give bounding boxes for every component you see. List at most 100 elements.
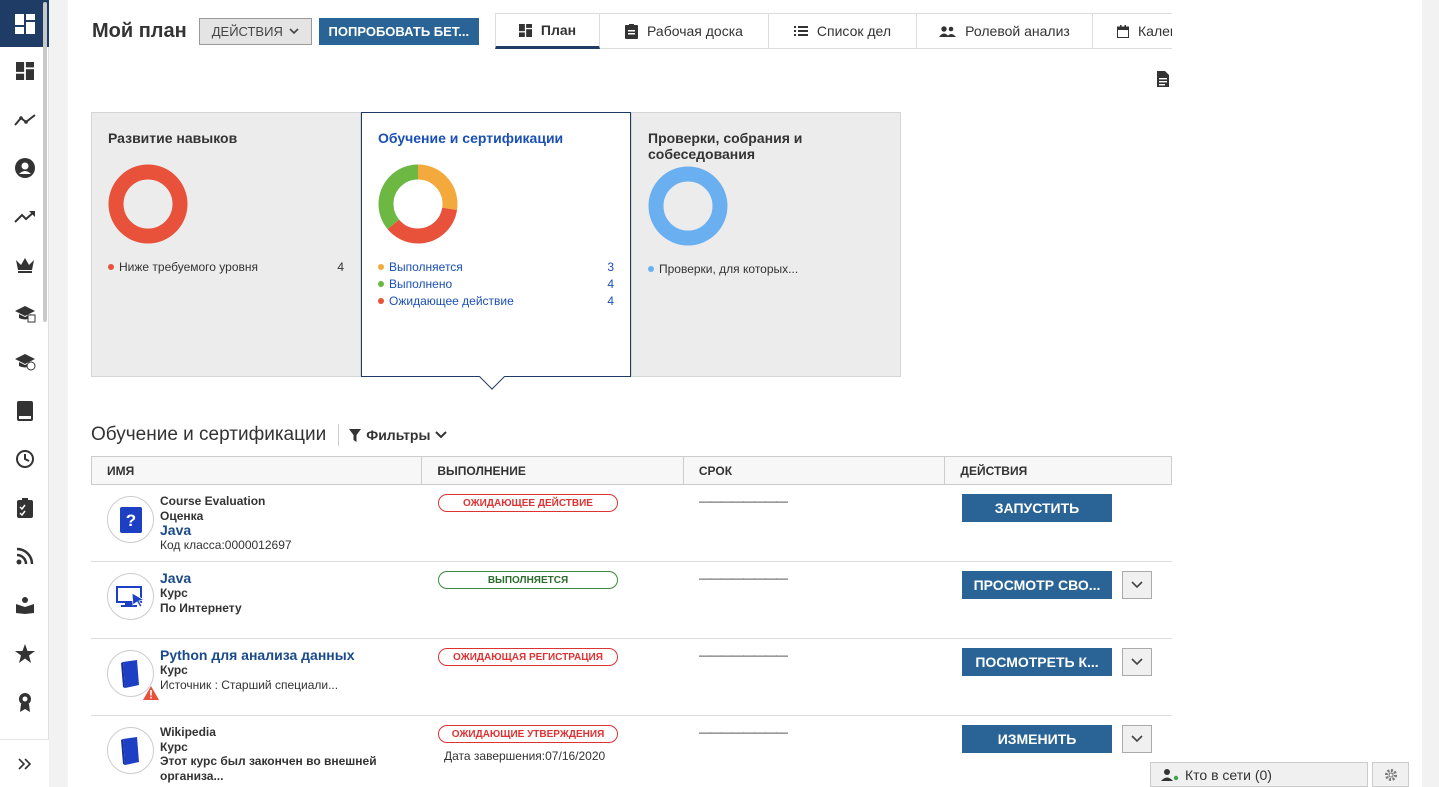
crown-icon[interactable] [0,241,49,290]
column-header-actions: ДЕЙСТВИЯ [960,463,1028,478]
card-title: Развитие навыков [108,130,238,146]
column-header-progress[interactable]: ВЫПОЛНЕНИЕ [422,457,684,484]
legend-label: Выполнено [389,276,453,291]
chevron-down-icon [435,431,448,439]
rss-feed-icon[interactable] [0,532,49,581]
status-badge: ОЖИДАЮЩАЯ РЕГИСТРАЦИЯ [438,648,618,666]
tab-plan[interactable]: План [495,13,600,49]
item-info: Wikipedia Курс Этот курс был закончен во… [160,725,380,787]
filters-button[interactable]: Фильтры [349,427,448,443]
item-link[interactable]: Java [160,570,192,586]
donut-chart [108,164,188,244]
book-icon [120,736,139,765]
legend-label: Выполняется [389,259,463,274]
badge-icon[interactable] [0,678,49,727]
view-course-button[interactable]: ПОСМОТРЕТЬ К... [962,648,1112,676]
home-dashboard-icon[interactable] [0,0,49,47]
card-title: Проверки, собрания и собеседования [648,130,803,162]
filters-label: Фильтры [366,427,431,443]
people-icon [939,25,957,37]
chat-settings-button[interactable] [1372,762,1409,787]
due-date: ———————— [699,494,788,508]
view-summary-button[interactable]: ПРОСМОТР СВО... [962,571,1112,599]
checklist-icon[interactable] [0,484,49,533]
tab-todo-list[interactable]: Список дел [769,13,917,49]
item-link[interactable]: Java [160,522,192,538]
section-title: Обучение и сертификации [91,424,340,446]
legend-count: 3 [607,259,614,274]
actions-cell: ИЗМЕНИТЬ [946,716,1172,787]
tab-workboard[interactable]: Рабочая доска [600,13,769,49]
item-link[interactable]: Python для анализа данных [160,647,355,663]
main-panel: Мой план ДЕЙСТВИЯ ПОПРОБОВАТЬ БЕТ... Пла… [68,0,1422,787]
legend-dot [378,297,384,304]
expand-rail-icon[interactable] [0,739,49,787]
more-actions-button[interactable] [1122,571,1152,599]
warning-icon [143,686,159,700]
due-cell: ———————— [684,485,946,561]
legend-dot [108,263,114,270]
dashboard-icon [518,23,532,37]
trending-icon[interactable] [0,193,49,242]
legend-count: 4 [337,259,344,274]
who-online-button[interactable]: Кто в сети (0) [1150,762,1368,787]
legend-label: Проверки, для которых... [659,261,799,276]
more-actions-button[interactable] [1122,725,1152,753]
learning-catalog-icon[interactable] [0,290,49,339]
table-row: Java Курс По Интернету ВЫПОЛНЯЕТСЯ —————… [91,562,1172,639]
document-icon[interactable] [1157,71,1169,92]
section-header: Обучение и сертификации Фильтры [91,423,448,447]
tab-calendar[interactable]: Кален [1093,13,1172,49]
more-actions-button[interactable] [1122,648,1152,676]
item-type: Курс [160,586,188,600]
legend-row[interactable]: Выполняется 3 [378,258,614,275]
legend-dot [648,265,654,272]
progress-cell: ОЖИДАЮЩИЕ УТВЕРЖДЕНИЯ Дата завершения:07… [422,716,684,787]
tab-role-analysis[interactable]: Ролевой анализ [917,13,1093,49]
question-icon: ? [119,506,142,533]
due-date: ———————— [699,725,788,739]
progress-cell: ВЫПОЛНЯЕТСЯ [422,562,684,638]
actions-cell: ЗАПУСТИТЬ [946,485,1172,561]
item-type-circle: ? [107,496,154,543]
person-online-icon [1161,768,1179,781]
due-cell: ———————— [684,639,946,715]
column-header-name[interactable]: ИМЯ [92,457,423,484]
left-navigation-rail [0,0,49,787]
legend-count: 4 [607,276,614,291]
item-info: Python для анализа данных Курс Источник … [160,648,354,715]
chevron-down-icon [1131,581,1143,589]
edit-button[interactable]: ИЗМЕНИТЬ [962,725,1112,753]
actions-dropdown-button[interactable]: ДЕЙСТВИЯ [198,17,312,45]
legend-row[interactable]: Проверки, для которых... [648,260,884,277]
launch-button[interactable]: ЗАПУСТИТЬ [962,494,1112,522]
reader-icon[interactable] [0,581,49,630]
name-cell: Wikipedia Курс Этот курс был закончен во… [91,716,422,787]
card-legend: Проверки, для которых... [648,260,884,277]
legend-row[interactable]: Ожидающее действие 4 [378,292,614,309]
learning-history-icon[interactable] [0,338,49,387]
profile-icon[interactable] [0,144,49,193]
tab-label: Кален [1138,23,1172,39]
tab-label: Ролевой анализ [965,23,1070,39]
status-badge: ОЖИДАЮЩИЕ УТВЕРЖДЕНИЯ [438,725,618,743]
card-reviews-meetings[interactable]: Проверки, собрания и собеседования Прове… [631,112,901,377]
column-header-due[interactable]: СРОК [684,457,946,484]
status-badge: ВЫПОЛНЯЕТСЯ [438,571,618,589]
book-icon[interactable] [0,387,49,436]
legend-row[interactable]: Ниже требуемого уровня 4 [108,258,344,275]
analytics-line-icon[interactable] [0,96,49,145]
card-skill-development[interactable]: Развитие навыков Ниже требуемого уровня … [91,112,361,377]
rail-scrollbar[interactable] [43,2,47,322]
item-type-circle [107,727,154,774]
dashboard-icon[interactable] [0,47,49,96]
card-training-certification[interactable]: Обучение и сертификации Выполняется 3 Вы… [361,112,631,390]
legend-row[interactable]: Выполнено 4 [378,275,614,292]
name-cell: ? Course Evaluation Оценка Java Код клас… [91,485,422,561]
table-row: Python для анализа данных Курс Источник … [91,639,1172,716]
clipboard-icon [625,23,639,39]
item-type: Курс [160,739,188,754]
star-icon[interactable] [0,629,49,678]
try-beta-button[interactable]: ПОПРОБОВАТЬ БЕТ... [318,17,479,45]
history-icon[interactable] [0,435,49,484]
